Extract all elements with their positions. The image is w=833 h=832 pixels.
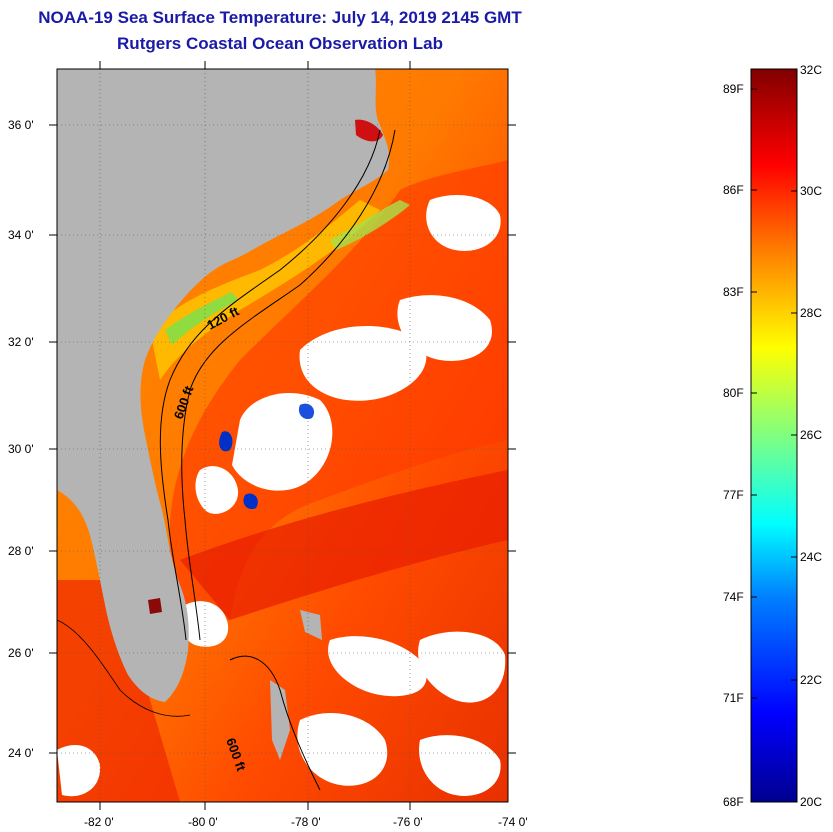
- colorbar-c-label: 24C: [800, 550, 822, 564]
- colorbar-c-label: 26C: [800, 428, 822, 442]
- gulf-mexico-warm: [57, 580, 180, 802]
- island: [270, 680, 290, 760]
- cold-patch: [243, 493, 258, 510]
- warm-band: [180, 470, 508, 620]
- colorbar-f-label: 71F: [723, 691, 744, 705]
- cloud-patch: [418, 631, 506, 703]
- lon-label: -78 0': [291, 815, 321, 829]
- lat-label: 24 0': [8, 746, 34, 760]
- contour-120ft: [159, 129, 381, 641]
- coastal-yellow: [150, 200, 380, 380]
- contour-bahamas: [229, 655, 321, 791]
- lat-label: 28 0': [8, 544, 34, 558]
- lon-label: -76 0': [393, 815, 423, 829]
- cloud-patch: [426, 195, 501, 251]
- colorbar-f-label: 86F: [723, 183, 744, 197]
- lat-label: 26 0': [8, 646, 34, 660]
- colorbar-c-label: 28C: [800, 306, 822, 320]
- cold-patch: [298, 403, 315, 420]
- map-frame: [56, 68, 509, 803]
- island: [300, 610, 322, 640]
- lat-label: 34 0': [8, 228, 34, 242]
- colorbar-f-ticks: [751, 88, 757, 699]
- lon-label: -82 0': [84, 815, 114, 829]
- colorbar-f-label: 89F: [723, 82, 744, 96]
- axis-ticks: [49, 61, 516, 810]
- map-title: NOAA-19 Sea Surface Temperature: July 14…: [38, 8, 522, 27]
- colorbar-f-label: 77F: [723, 488, 744, 502]
- coastal-green-north: [330, 200, 410, 250]
- colorbar-f-label: 68F: [723, 795, 744, 809]
- cloud-patch: [299, 326, 427, 401]
- colorbar-c-ticks: [791, 190, 797, 681]
- colorbar-c-label: 30C: [800, 184, 822, 198]
- lat-label: 32 0': [8, 335, 34, 349]
- lat-label: 30 0': [8, 442, 34, 456]
- cloud-patch: [328, 636, 427, 697]
- colorbar-f-label: 74F: [723, 590, 744, 604]
- cloud-patch: [419, 735, 501, 796]
- cloud-patch: [181, 601, 229, 647]
- coastal-green: [165, 292, 238, 345]
- colorbar-c-label: 32C: [800, 63, 822, 77]
- cloud-patch: [195, 466, 239, 514]
- lon-label: -80 0': [188, 815, 218, 829]
- map-subtitle: Rutgers Coastal Ocean Observation Lab: [117, 34, 443, 53]
- cold-patch: [219, 431, 233, 452]
- cloud-patch: [397, 295, 492, 361]
- colorbar-c-label: 22C: [800, 673, 822, 687]
- cloud-patch: [297, 712, 388, 786]
- land-mass-southeast-us: [57, 69, 390, 702]
- lat-label: 36 0': [8, 118, 34, 132]
- colorbar-c-label: 20C: [800, 795, 822, 809]
- contour-600ft: [181, 129, 396, 641]
- lake-okeechobee: [148, 598, 162, 614]
- contour-gulf: [57, 619, 191, 717]
- colorbar-gradient: [750, 68, 798, 803]
- colorbar-f-label: 80F: [723, 386, 744, 400]
- cloud-patch: [57, 745, 101, 797]
- colorbar-f-label: 83F: [723, 285, 744, 299]
- lon-label: -74 0': [498, 815, 528, 829]
